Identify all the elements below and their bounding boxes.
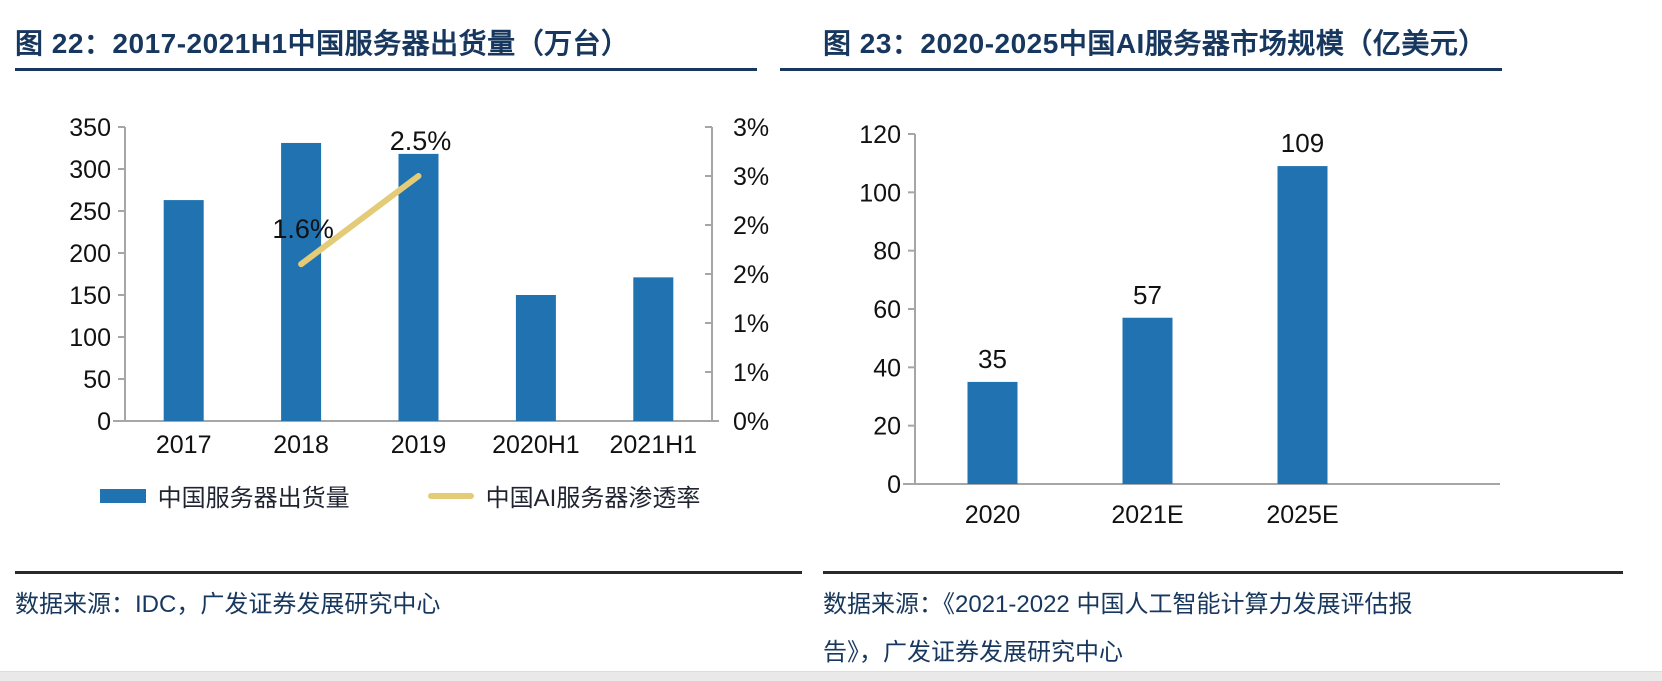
- svg-text:3%: 3%: [733, 163, 769, 191]
- svg-text:57: 57: [1133, 280, 1162, 310]
- figure-23-source-line1: 数据来源：《2021-2022 中国人工智能计算力发展评估报: [823, 591, 1413, 618]
- svg-text:120: 120: [859, 121, 901, 149]
- legend-item-shipments: 中国服务器出货量: [99, 478, 350, 513]
- figure-22-source-divider: [15, 571, 802, 574]
- svg-text:2017: 2017: [156, 431, 212, 459]
- svg-text:2020: 2020: [965, 501, 1021, 529]
- svg-text:100: 100: [69, 324, 111, 352]
- svg-text:60: 60: [873, 296, 901, 324]
- figure-22-source: 数据来源：IDC，广发证券发展研究中心: [15, 591, 441, 618]
- figure-23-title-underline: [780, 68, 1502, 71]
- svg-text:0: 0: [97, 408, 111, 436]
- svg-text:2018: 2018: [273, 431, 329, 459]
- svg-text:100: 100: [859, 179, 901, 207]
- bar-series-label: 中国服务器出货量: [157, 485, 350, 512]
- ai-server-market-chart: 0 20 40 60 80 100 120 35 57 109 2020 2021E 2025E: [859, 121, 1500, 529]
- figure-23-title: 图 23：2020-2025中国AI服务器市场规模（亿美元）: [823, 28, 1487, 59]
- bar-series-swatch: [99, 488, 146, 503]
- svg-text:1.6%: 1.6%: [272, 214, 334, 244]
- svg-text:50: 50: [83, 366, 111, 394]
- svg-text:109: 109: [1281, 128, 1324, 158]
- figure-23-source-line2: 告》，广发证券发展研究中心: [823, 639, 1123, 666]
- svg-text:0: 0: [887, 471, 901, 499]
- figure-22-title: 图 22：2017-2021H1中国服务器出货量（万台）: [15, 28, 630, 59]
- legend-item-penetration: 中国AI服务器渗透率: [427, 478, 701, 513]
- figure-23-source-divider: [823, 571, 1623, 574]
- svg-text:2%: 2%: [733, 261, 769, 289]
- svg-text:80: 80: [873, 238, 901, 266]
- server-shipments-chart: 0 50 100 150 200 250 300 350 0% 1% 1% 2% 2% 3% 3% 1.6% 2…: [69, 114, 769, 459]
- svg-text:1%: 1%: [733, 310, 769, 338]
- svg-text:3%: 3%: [733, 114, 769, 142]
- svg-text:200: 200: [69, 240, 111, 268]
- figure-22-title-underline: [15, 68, 757, 71]
- svg-text:20: 20: [873, 413, 901, 441]
- svg-text:35: 35: [978, 344, 1007, 374]
- svg-text:2021H1: 2021H1: [610, 431, 698, 459]
- svg-text:2021E: 2021E: [1111, 501, 1183, 529]
- svg-text:350: 350: [69, 114, 111, 142]
- svg-text:0%: 0%: [733, 408, 769, 436]
- svg-text:40: 40: [873, 354, 901, 382]
- line-series-label: 中国AI服务器渗透率: [485, 485, 701, 512]
- svg-text:2025E: 2025E: [1266, 501, 1338, 529]
- svg-text:1%: 1%: [733, 359, 769, 387]
- svg-text:2.5%: 2.5%: [390, 126, 452, 156]
- page-bottom-border: [0, 671, 1662, 681]
- svg-text:2%: 2%: [733, 212, 769, 240]
- svg-text:2020H1: 2020H1: [492, 431, 580, 459]
- svg-text:2019: 2019: [391, 431, 447, 459]
- line-series-swatch: [427, 492, 474, 499]
- svg-text:300: 300: [69, 156, 111, 184]
- server-shipments-legend: 中国服务器出货量 中国AI服务器渗透率: [15, 478, 785, 513]
- svg-text:250: 250: [69, 198, 111, 226]
- svg-text:150: 150: [69, 282, 111, 310]
